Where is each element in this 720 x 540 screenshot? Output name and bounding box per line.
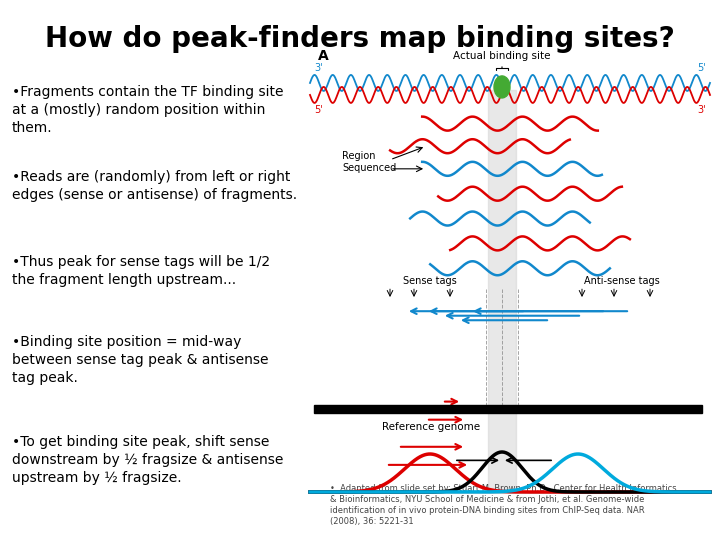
Text: 5': 5'	[697, 63, 706, 73]
Ellipse shape	[494, 76, 510, 98]
Text: •  Adapted from slide set by: Stuart M. Brown, Ph.D., Center for Health Informat: • Adapted from slide set by: Stuart M. B…	[330, 484, 677, 526]
Text: A: A	[318, 49, 329, 63]
Bar	[488, 90, 516, 492]
Bar	[314, 405, 702, 413]
Text: •To get binding site peak, shift sense
downstream by ½ fragsize & antisense
upst: •To get binding site peak, shift sense d…	[12, 435, 284, 485]
Text: 3': 3'	[314, 63, 323, 73]
Text: Anti-sense tags: Anti-sense tags	[584, 276, 660, 286]
Text: •Binding site position = mid-way
between sense tag peak & antisense
tag peak.: •Binding site position = mid-way between…	[12, 335, 269, 384]
Text: Actual binding site: Actual binding site	[454, 51, 551, 70]
Text: How do peak-finders map binding sites?: How do peak-finders map binding sites?	[45, 25, 675, 53]
Text: •Reads are (randomly) from left or right
edges (sense or antisense) of fragments: •Reads are (randomly) from left or right…	[12, 170, 297, 202]
Text: Sense tags: Sense tags	[403, 276, 457, 286]
Text: •Fragments contain the TF binding site
at a (mostly) random position within
them: •Fragments contain the TF binding site a…	[12, 85, 284, 134]
Text: •Thus peak for sense tags will be 1/2
the fragment length upstream...: •Thus peak for sense tags will be 1/2 th…	[12, 255, 270, 287]
Text: 5': 5'	[314, 105, 323, 115]
Text: Region
Sequenced: Region Sequenced	[342, 151, 396, 173]
Text: 3': 3'	[698, 105, 706, 115]
Text: Reference genome: Reference genome	[382, 422, 480, 432]
